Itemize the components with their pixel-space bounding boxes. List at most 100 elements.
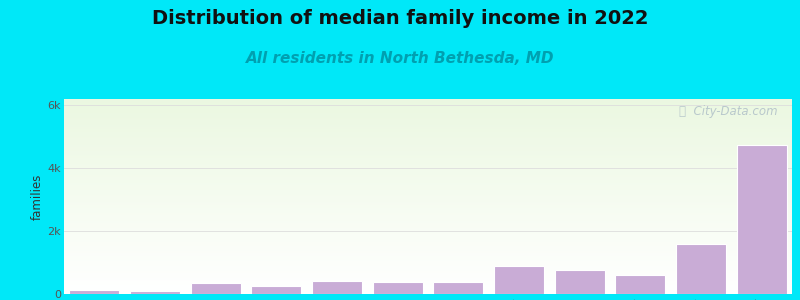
Bar: [64, 165, 792, 166]
Bar: [64, 208, 792, 209]
Bar: [64, 254, 792, 255]
Bar: [64, 250, 792, 251]
Bar: [64, 207, 792, 208]
Bar: [64, 235, 792, 236]
Bar: [64, 164, 792, 165]
Text: All residents in North Bethesda, MD: All residents in North Bethesda, MD: [246, 51, 554, 66]
Bar: [64, 147, 792, 148]
Bar: [64, 184, 792, 185]
Bar: [64, 283, 792, 284]
Bar: [64, 192, 792, 193]
Bar: [64, 195, 792, 196]
Bar: [64, 160, 792, 161]
Bar: [64, 275, 792, 277]
Bar: [64, 216, 792, 217]
Bar: [64, 268, 792, 269]
Bar: [64, 241, 792, 242]
Bar: [64, 174, 792, 175]
Bar: [64, 286, 792, 287]
Bar: [64, 222, 792, 223]
Bar: [64, 278, 792, 279]
Bar: [64, 242, 792, 243]
Bar: [64, 256, 792, 257]
Bar: [64, 288, 792, 289]
Bar: [64, 239, 792, 240]
Bar: [64, 280, 792, 281]
Bar: [64, 178, 792, 179]
Bar: [64, 160, 792, 161]
Bar: [64, 157, 792, 158]
Bar: [64, 221, 792, 222]
Bar: [64, 274, 792, 275]
Bar: [64, 128, 792, 129]
Bar: [64, 259, 792, 260]
Bar: [64, 168, 792, 169]
Bar: [64, 209, 792, 210]
Bar: [64, 226, 792, 227]
Bar: [64, 272, 792, 274]
Bar: [64, 232, 792, 233]
Bar: [64, 139, 792, 140]
Bar: [64, 196, 792, 197]
Bar: [64, 171, 792, 172]
Bar: [64, 187, 792, 188]
Bar: [64, 166, 792, 167]
Bar: [64, 99, 792, 100]
Bar: [64, 269, 792, 270]
Bar: [64, 194, 792, 195]
Bar: [64, 134, 792, 135]
Bar: [64, 105, 792, 106]
Bar: [64, 144, 792, 145]
Bar: [64, 227, 792, 228]
Bar: [64, 246, 792, 247]
Bar: [64, 125, 792, 126]
Bar: [64, 213, 792, 214]
Bar: [64, 173, 792, 174]
Bar: [64, 100, 792, 101]
Bar: [64, 113, 792, 114]
Bar: [64, 211, 792, 212]
Bar: [64, 115, 792, 116]
Bar: [64, 135, 792, 136]
Bar: [615, 274, 666, 294]
Bar: [64, 236, 792, 238]
Bar: [64, 224, 792, 225]
Bar: [251, 286, 302, 294]
Bar: [64, 102, 792, 103]
Bar: [64, 229, 792, 230]
Bar: [64, 185, 792, 186]
Bar: [64, 103, 792, 104]
Bar: [64, 197, 792, 199]
Bar: [64, 260, 792, 261]
Bar: [64, 267, 792, 268]
Bar: [64, 205, 792, 206]
Bar: [64, 279, 792, 280]
Bar: [64, 161, 792, 162]
Bar: [64, 176, 792, 177]
Bar: [64, 138, 792, 139]
Bar: [64, 104, 792, 105]
Bar: [64, 181, 792, 182]
Bar: [64, 146, 792, 147]
Text: ⓘ  City-Data.com: ⓘ City-Data.com: [679, 105, 778, 118]
Bar: [373, 282, 422, 294]
Bar: [64, 180, 792, 181]
Bar: [64, 150, 792, 151]
Bar: [64, 132, 792, 133]
Bar: [64, 110, 792, 111]
Bar: [64, 238, 792, 239]
Bar: [64, 200, 792, 201]
Bar: [64, 264, 792, 265]
Bar: [494, 266, 544, 294]
Bar: [64, 199, 792, 200]
Bar: [64, 126, 792, 127]
Bar: [64, 136, 792, 137]
Bar: [64, 265, 792, 266]
Bar: [64, 188, 792, 189]
Bar: [64, 148, 792, 149]
Bar: [64, 285, 792, 286]
Bar: [64, 129, 792, 130]
Bar: [64, 225, 792, 226]
Bar: [64, 133, 792, 134]
Bar: [64, 142, 792, 143]
